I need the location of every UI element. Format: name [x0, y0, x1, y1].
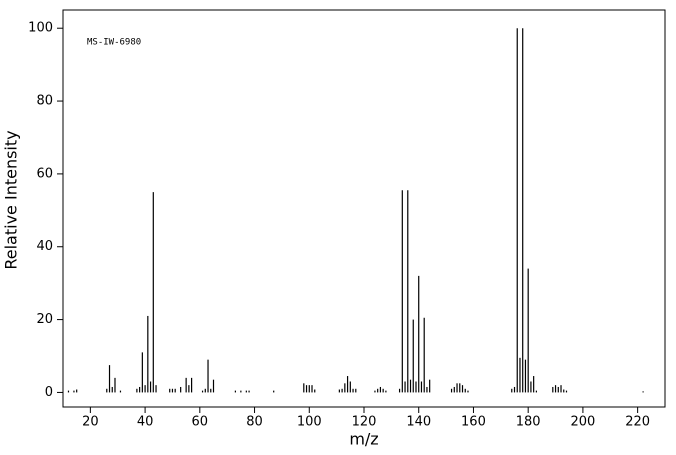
x-tick-label: 160 [461, 415, 486, 430]
x-tick-label: 140 [406, 415, 431, 430]
x-tick-label: 200 [570, 415, 595, 430]
x-tick-label: 120 [352, 415, 377, 430]
x-tick-label: 180 [516, 415, 541, 430]
x-tick-label: 20 [82, 415, 99, 430]
y-tick-label: 40 [36, 239, 53, 254]
y-axis-label: Relative Intensity [2, 130, 21, 269]
x-tick-label: 40 [137, 415, 154, 430]
x-tick-label: 60 [192, 415, 209, 430]
y-tick-label: 80 [36, 94, 53, 109]
y-tick-label: 60 [36, 166, 53, 181]
annotation: MS-IW-6980 [87, 38, 141, 48]
x-tick-label: 100 [297, 415, 322, 430]
y-tick-label: 100 [28, 21, 53, 36]
x-tick-label: 80 [246, 415, 263, 430]
y-tick-label: 0 [45, 385, 53, 400]
y-tick-label: 20 [36, 312, 53, 327]
x-tick-label: 220 [625, 415, 650, 430]
x-axis-label: m/z [349, 430, 378, 449]
